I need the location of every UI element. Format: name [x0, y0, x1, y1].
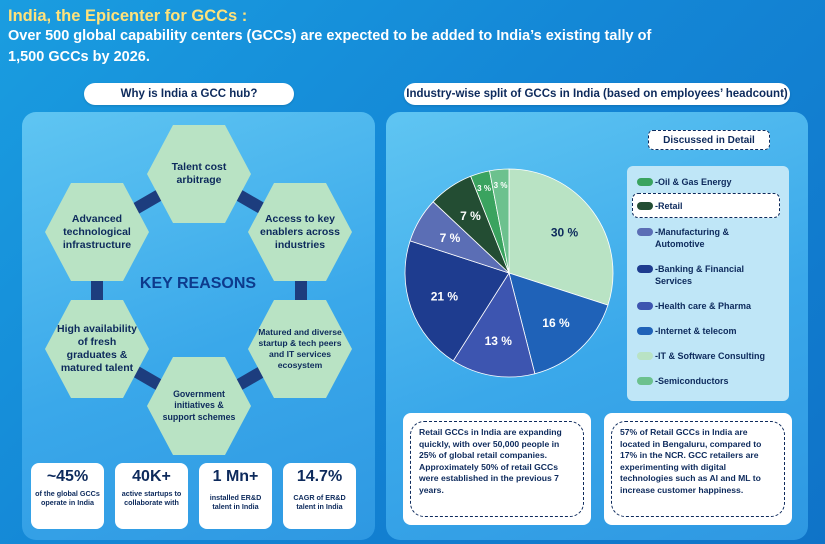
- retail-highlight-box: [632, 193, 780, 218]
- stat-card-cagr: 14.7% CAGR of ER&D talent in India: [283, 463, 356, 529]
- pie-slice-health-care-pharma: [452, 272, 536, 378]
- stat-label: active startups to collaborate with: [121, 489, 182, 507]
- retail-expansion-note: Retail GCCs in India are expanding quick…: [403, 413, 591, 525]
- pie-label: 16 %: [542, 316, 570, 330]
- legend-item-healthcare: -Health care & Pharma: [637, 300, 751, 312]
- legend-item-internet: -Internet & telecom: [637, 325, 737, 337]
- legend-label: -Banking & Financial Services: [655, 264, 745, 286]
- hex-fresh-graduates: High availability of fresh graduates & m…: [45, 300, 149, 398]
- why-india-pill: Why is India a GCC hub?: [84, 83, 294, 105]
- legend-label: -Internet & telecom: [655, 326, 737, 336]
- legend-swatch: [637, 302, 653, 310]
- page-subtitle-line2: 1,500 GCCs by 2026.: [8, 49, 150, 65]
- legend-swatch: [637, 327, 653, 335]
- page-title: India, the Epicenter for GCCs :: [8, 7, 248, 25]
- legend-label: -Oil & Gas Energy: [655, 177, 732, 187]
- industry-split-pill: Industry-wise split of GCCs in India (ba…: [404, 83, 790, 105]
- legend-label: -Health care & Pharma: [655, 301, 752, 311]
- hex-startup-ecosystem: Matured and diverse startup & tech peers…: [248, 300, 352, 398]
- pie-slice-banking-financial-services: [404, 240, 510, 362]
- pie-label: 13 %: [485, 334, 513, 348]
- retail-location-note: 57% of Retail GCCs in India are located …: [604, 413, 792, 525]
- legend-label: -Manufacturing & Automotive: [655, 227, 729, 249]
- stat-label: of the global GCCs operate in India: [35, 489, 100, 507]
- stat-label: installed ER&D talent in India: [209, 493, 262, 511]
- legend-swatch: [637, 202, 653, 210]
- legend-item-manufacturing: -Manufacturing & Automotive: [637, 226, 777, 250]
- legend-item-semiconductors: -Semiconductors: [637, 375, 729, 387]
- pie-slice-semiconductors: [489, 168, 510, 274]
- pie-slice-internet-telecom: [508, 272, 609, 375]
- legend-label: -Retail: [655, 201, 683, 211]
- pie-label: 7 %: [460, 209, 481, 223]
- legend-swatch: [637, 265, 653, 273]
- legend-item-oil-gas: -Oil & Gas Energy: [637, 176, 732, 188]
- legend-item-retail: -Retail: [637, 200, 683, 212]
- stat-value: ~45%: [46, 468, 89, 485]
- stat-value: 14.7%: [296, 468, 343, 485]
- legend-title: Discussed in Detail: [648, 130, 770, 150]
- header: India, the Epicenter for GCCs : Over 500…: [8, 6, 817, 68]
- pie-slice-it-software-consulting: [508, 168, 614, 306]
- legend-item-it-software: -IT & Software Consulting: [637, 350, 765, 362]
- pie-label: 30 %: [551, 226, 579, 240]
- legend-swatch: [637, 178, 653, 186]
- pie-label: 3 %: [477, 184, 491, 193]
- page-subtitle-line1: Over 500 global capability centers (GCCs…: [8, 28, 652, 44]
- stat-card-gcc-share: ~45% of the global GCCs operate in India: [31, 463, 104, 529]
- note-text: 57% of Retail GCCs in India are located …: [611, 421, 785, 517]
- stat-value: 40K+: [132, 468, 171, 485]
- stat-value: 1 Mn+: [212, 468, 259, 485]
- pie-label: 3 %: [494, 181, 508, 190]
- stat-label: CAGR of ER&D talent in India: [293, 493, 346, 511]
- legend-item-banking: -Banking & Financial Services: [637, 263, 777, 287]
- hex-key-enablers: Access to key enablers across industries: [248, 183, 352, 281]
- key-reasons-label: KEY REASONS: [139, 275, 257, 292]
- legend-label: -Semiconductors: [655, 376, 729, 386]
- legend-label: -IT & Software Consulting: [655, 351, 765, 361]
- legend-swatch: [637, 377, 653, 385]
- legend-swatch: [637, 352, 653, 360]
- stat-card-startups: 40K+ active startups to collaborate with: [115, 463, 188, 529]
- legend-swatch: [637, 228, 653, 236]
- pie-label: 7 %: [440, 231, 461, 245]
- note-text: Retail GCCs in India are expanding quick…: [410, 421, 584, 517]
- stat-card-erd-talent: 1 Mn+ installed ER&D talent in India: [199, 463, 272, 529]
- hex-government-initiatives: Government initiatives & support schemes: [147, 357, 251, 455]
- pie-label: 21 %: [431, 289, 459, 303]
